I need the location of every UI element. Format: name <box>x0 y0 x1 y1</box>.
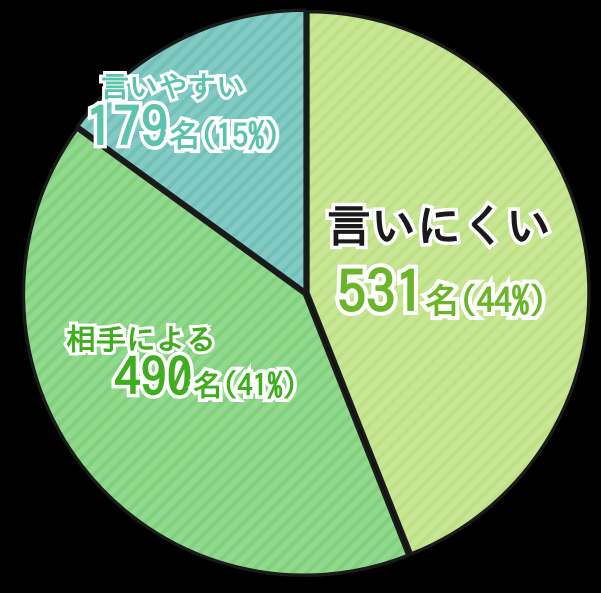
svg-text:相手による: 相手による <box>66 324 216 354</box>
svg-text:言いやすい: 言いやすい <box>101 72 246 101</box>
svg-text:言いにくい: 言いにくい <box>327 203 552 248</box>
